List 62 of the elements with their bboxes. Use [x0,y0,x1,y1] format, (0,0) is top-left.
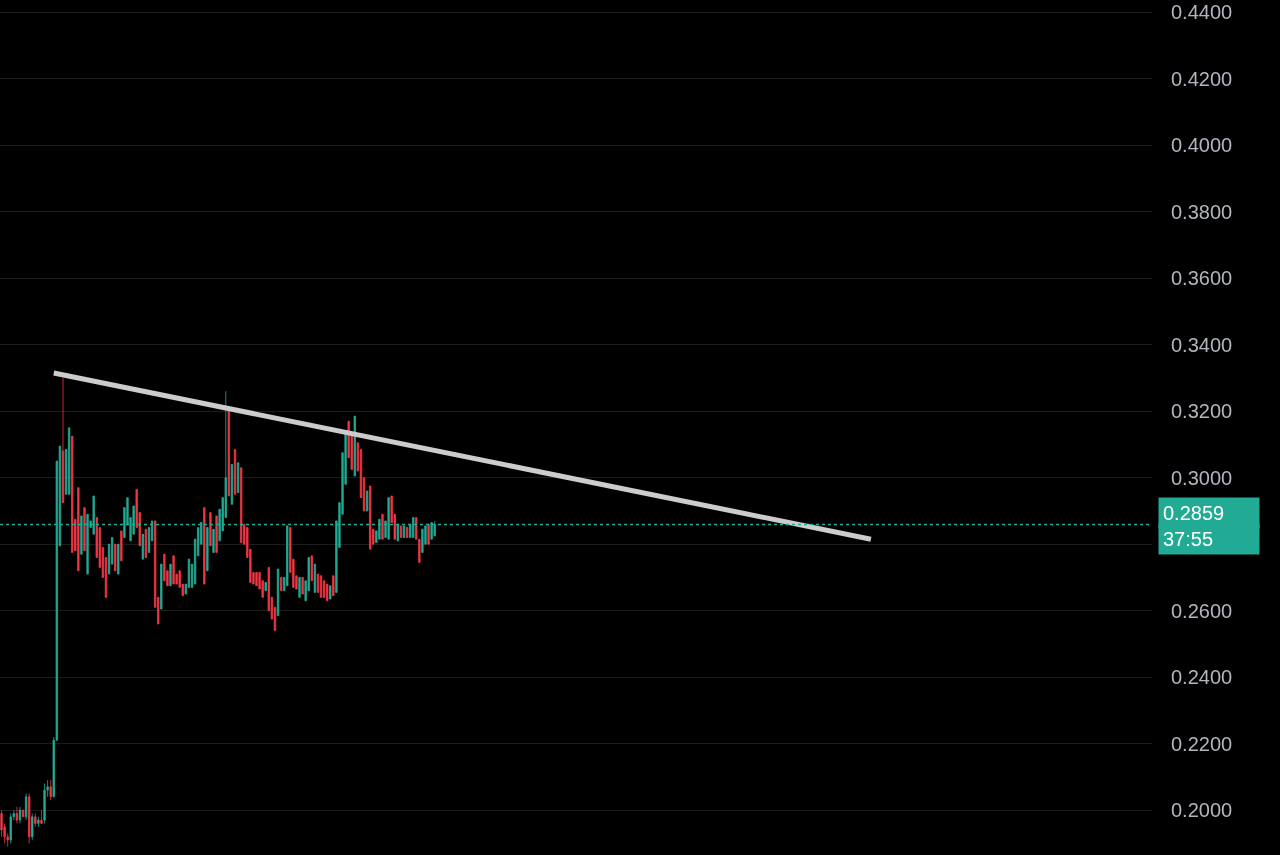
candlestick [427,523,430,545]
candlestick [163,553,166,582]
candlestick [21,809,25,818]
candlestick [264,582,267,592]
candlestick [71,435,74,553]
candlestick [240,467,243,543]
candlestick [77,487,80,572]
candlestick [301,577,304,595]
candlestick [365,490,369,512]
y-tick-label: 0.4400 [1171,1,1233,24]
candlestick [83,507,86,552]
candlestick [206,527,209,572]
y-tick-label: 0.4200 [1171,67,1233,90]
candlestick [369,485,372,550]
candlestick [203,507,206,585]
candlestick [329,585,332,600]
candlestick [117,543,120,575]
candlestick [9,813,12,844]
candlestick [61,377,65,504]
candlestick [169,563,172,587]
ref-line-label: 0.2859 [1163,502,1225,524]
candlestick [37,816,40,828]
candlestick [114,543,117,572]
candlestick [31,813,34,841]
candlestick [381,513,384,540]
candlestick [40,809,43,824]
y-tick-label: 0.3200 [1171,400,1233,423]
y-tick-label: 0.4000 [1171,134,1233,157]
y-tick-label: 0.2400 [1171,666,1233,689]
candlestick [28,793,31,844]
candlestick [255,572,258,587]
candlestick [160,563,163,610]
candlestick [15,806,19,824]
candlestick [298,577,301,598]
y-tick-label: 0.2000 [1171,799,1233,822]
candlestick [215,515,218,553]
candlestick [212,528,215,553]
candlestick [421,528,424,553]
candlestick [172,555,175,585]
candlestick [209,512,212,547]
candlestick [353,415,356,477]
candlestick [141,533,144,560]
candlestick [49,779,52,801]
candlestick [24,793,28,821]
candlestick [332,575,335,597]
y-tick-label: 0.3600 [1171,267,1233,290]
candlestick [18,806,22,824]
candlestick [227,409,231,497]
candlestick [399,525,403,538]
candlestick [310,555,313,582]
candlestick [67,427,71,495]
candlestick [313,563,317,593]
candlestick [120,530,123,562]
y-tick-label: 0.3400 [1171,333,1233,356]
y-tick-label: 0.3800 [1171,200,1233,223]
y-tick-label: 0.2200 [1171,732,1233,755]
text: 37:55 [1163,528,1214,550]
y-tick-label: 0.3000 [1171,466,1233,489]
candlestick [43,783,46,824]
candlestick [326,583,329,602]
candlestick [34,813,37,828]
y-tick-label: 0.2600 [1171,599,1233,622]
